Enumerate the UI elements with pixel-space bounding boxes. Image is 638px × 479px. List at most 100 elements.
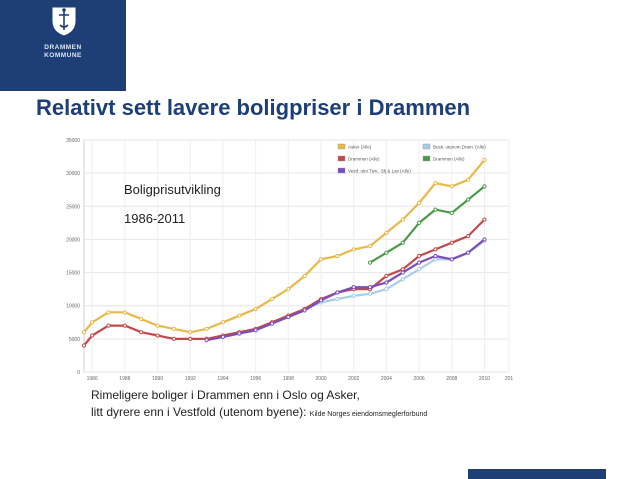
- legend-label: Drammen (Alle): [348, 157, 380, 162]
- legend-swatch: [337, 143, 346, 150]
- series-point: [367, 243, 373, 249]
- caption-line-1: Rimeligere boliger i Drammen enn i Oslo …: [91, 388, 360, 402]
- series-point: [449, 257, 454, 262]
- coat-of-arms-icon: [51, 6, 77, 37]
- series-point: [318, 298, 324, 303]
- x-tick-label: 1988: [119, 376, 130, 382]
- x-tick-label: 2002: [348, 376, 359, 382]
- series-point: [204, 326, 209, 332]
- x-tick-label: 1990: [152, 376, 163, 382]
- x-tick-label: 2004: [381, 376, 392, 382]
- brand-sidebar: DRAMMEN KOMMUNE: [0, 0, 126, 91]
- series-point: [384, 230, 389, 235]
- series-point: [106, 310, 111, 315]
- series-point: [433, 207, 438, 212]
- series-point: [416, 200, 422, 206]
- series-point: [400, 270, 405, 275]
- series-point: [400, 277, 405, 282]
- series-point: [466, 197, 471, 202]
- series-point: [400, 217, 405, 222]
- y-tick-label: 20000: [66, 237, 80, 243]
- series-point: [416, 260, 422, 265]
- series-point: [188, 330, 193, 335]
- y-tick-label: 0: [77, 370, 80, 376]
- x-tick-label: 2000: [315, 376, 326, 382]
- chart-title: Boligprisutvikling: [124, 182, 221, 197]
- series-point: [384, 287, 389, 292]
- series-point: [286, 287, 291, 292]
- series-point: [204, 338, 209, 343]
- series-point: [351, 285, 356, 290]
- series-point: [449, 240, 454, 245]
- series-point: [302, 273, 307, 278]
- series-point: [171, 336, 177, 341]
- chart-grid: [83, 139, 510, 373]
- series-point: [106, 323, 111, 328]
- y-tick-label: 30000: [66, 171, 80, 177]
- series-line: [206, 238, 486, 342]
- slide-title: Relativt sett lavere boligpriser i Dramm…: [36, 95, 471, 120]
- x-tick-label: 1998: [283, 376, 294, 382]
- series-point: [155, 323, 160, 328]
- series-point: [433, 247, 438, 252]
- series-point: [139, 316, 144, 322]
- series-point: [482, 217, 487, 222]
- series-point: [400, 240, 405, 245]
- footer-bar: [468, 469, 606, 479]
- legend-label: Vestf. utm Tøn., Sfj & Lav (Alle): [348, 169, 411, 174]
- y-tick-label: 15000: [66, 271, 80, 277]
- legend-swatch: [422, 143, 431, 150]
- x-tick-label: 1996: [250, 376, 261, 382]
- series-point: [286, 314, 291, 320]
- series-point: [351, 293, 356, 298]
- chart-axes: 0 5000 10000 15000 20000 25000 30000 35000 1986 1…: [66, 138, 513, 382]
- series-point: [433, 253, 438, 259]
- series-point: [335, 296, 340, 302]
- plot-area: [83, 139, 510, 373]
- series-point: [335, 290, 340, 295]
- x-tick-label: 1994: [217, 376, 228, 382]
- x-tick-label: 1992: [185, 376, 196, 382]
- series-point: [384, 250, 389, 255]
- series-point: [367, 285, 373, 290]
- series-line: [83, 218, 486, 347]
- series-point: [482, 237, 487, 242]
- series-point: [433, 257, 438, 262]
- source-note: Kilde Norges eiendomsmeglerforbund: [309, 411, 428, 418]
- house-price-chart: Asker (Alle) Busk. utenom Dram. (Alle) Dra…: [66, 138, 513, 382]
- series-point: [302, 308, 307, 313]
- series-line: [369, 185, 486, 264]
- series-line: [83, 159, 486, 334]
- series-point: [335, 253, 340, 259]
- series-point: [90, 320, 95, 325]
- chart-legend: Asker (Alle) Busk. utenom Dram. (Alle) Dra…: [337, 143, 486, 174]
- series-point: [81, 343, 87, 348]
- series-point: [449, 184, 454, 189]
- legend-swatch: [337, 167, 346, 174]
- series-point: [188, 336, 193, 341]
- legend-swatch: [337, 155, 346, 162]
- y-tick-label: 5000: [69, 337, 80, 343]
- x-tick-label: 201: [505, 376, 514, 382]
- series-point: [482, 184, 487, 189]
- series-point: [253, 328, 258, 333]
- series-point: [90, 333, 95, 338]
- series-point: [253, 306, 258, 312]
- series-point: [237, 313, 242, 318]
- series-point: [367, 291, 373, 296]
- legend-label: Asker (Alle): [348, 145, 372, 150]
- y-tick-label: 10000: [66, 304, 80, 310]
- series-point: [416, 267, 422, 272]
- series-point: [449, 210, 454, 216]
- series-point: [269, 321, 275, 326]
- series-point: [466, 250, 471, 255]
- series-point: [416, 253, 422, 259]
- series-point: [367, 260, 373, 265]
- chart-period: 1986-2011: [124, 211, 186, 226]
- series-point: [122, 310, 127, 315]
- legend-label: Drammen (Alle): [433, 157, 465, 162]
- legend-label: Busk. utenom Dram. (Alle): [433, 145, 486, 150]
- series-point: [122, 323, 127, 328]
- series-point: [433, 180, 438, 186]
- series-point: [155, 333, 160, 338]
